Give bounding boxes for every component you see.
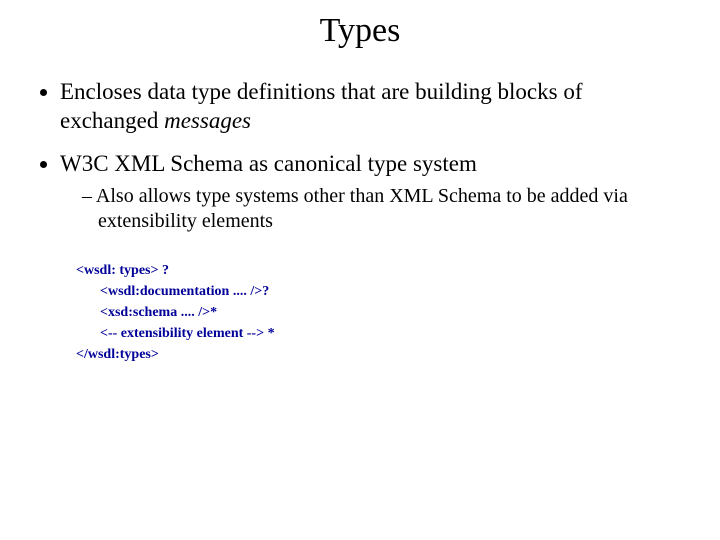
slide: Types Encloses data type definitions tha… [0,0,720,540]
bullet-2: W3C XML Schema as canonical type system … [60,150,684,235]
bullet-2-sub: Also allows type systems other than XML … [82,184,684,234]
bullet-1: Encloses data type definitions that are … [60,78,684,136]
code-line-5: </wsdl:types> [76,344,684,365]
bullet-2-text: W3C XML Schema as canonical type system [60,151,477,176]
code-snippet: <wsdl: types> ? <wsdl:documentation ....… [76,260,684,365]
code-line-4: <-- extensibility element --> * [76,323,684,344]
code-line-3: <xsd:schema .... />* [76,302,684,323]
slide-title: Types [36,12,684,50]
bullet-list: Encloses data type definitions that are … [36,78,684,234]
code-line-1: <wsdl: types> ? [76,260,684,281]
bullet-1-text: Encloses data type definitions that are … [60,79,583,133]
code-line-2: <wsdl:documentation .... />? [76,281,684,302]
sub-bullet-list: Also allows type systems other than XML … [60,184,684,234]
bullet-1-italic: messages [164,108,251,133]
